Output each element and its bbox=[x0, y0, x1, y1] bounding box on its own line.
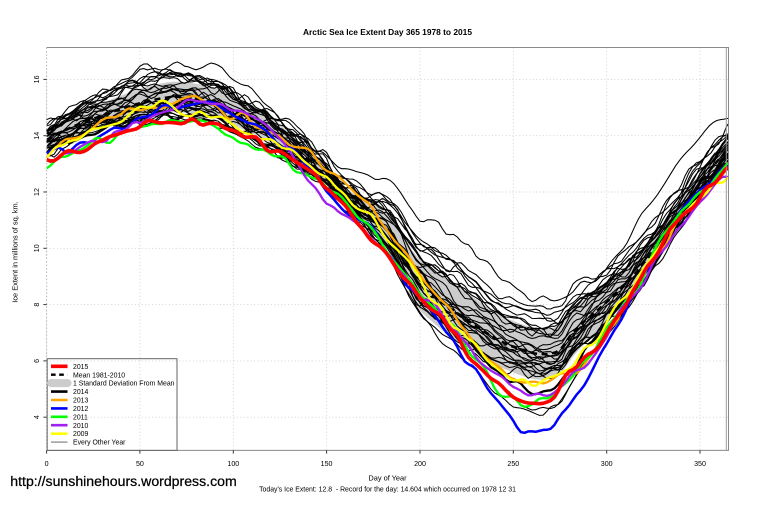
svg-text:350: 350 bbox=[694, 460, 706, 468]
svg-text:4: 4 bbox=[33, 415, 41, 419]
svg-text:150: 150 bbox=[321, 460, 333, 468]
svg-text:100: 100 bbox=[227, 460, 239, 468]
svg-text:Ice Extent in millions of sq.: Ice Extent in millions of sq. km. bbox=[11, 201, 20, 302]
svg-text:50: 50 bbox=[136, 460, 144, 468]
svg-text:Today's Ice Extent: 12.8 - Re: Today's Ice Extent: 12.8 - Record for th… bbox=[259, 487, 516, 494]
svg-text:0: 0 bbox=[45, 460, 49, 468]
svg-text:12: 12 bbox=[33, 188, 41, 196]
svg-text:2015: 2015 bbox=[73, 364, 88, 371]
svg-text:8: 8 bbox=[33, 303, 41, 307]
svg-text:14: 14 bbox=[33, 132, 41, 140]
svg-text:2010: 2010 bbox=[73, 423, 88, 430]
svg-text:2009: 2009 bbox=[73, 431, 88, 438]
svg-text:2014: 2014 bbox=[73, 389, 88, 396]
svg-text:300: 300 bbox=[601, 460, 613, 468]
svg-text:1 Standard Deviation From Mean: 1 Standard Deviation From Mean bbox=[73, 381, 175, 388]
svg-text:2013: 2013 bbox=[73, 398, 88, 405]
svg-text:250: 250 bbox=[507, 460, 519, 468]
svg-text:200: 200 bbox=[414, 460, 426, 468]
svg-text:6: 6 bbox=[33, 359, 41, 363]
svg-text:Day of Year: Day of Year bbox=[368, 474, 407, 483]
svg-text:16: 16 bbox=[33, 75, 41, 83]
svg-text:Arctic Sea Ice Extent Day 365: Arctic Sea Ice Extent Day 365 1978 to 20… bbox=[303, 27, 472, 37]
svg-text:Mean 1981-2010: Mean 1981-2010 bbox=[73, 372, 125, 379]
svg-text:2011: 2011 bbox=[73, 414, 88, 421]
svg-text:http://sunshinehours.wordpress: http://sunshinehours.wordpress.com bbox=[10, 473, 236, 489]
svg-text:2012: 2012 bbox=[73, 406, 88, 413]
svg-text:Every Other Year: Every Other Year bbox=[73, 440, 126, 447]
svg-text:10: 10 bbox=[33, 244, 41, 252]
